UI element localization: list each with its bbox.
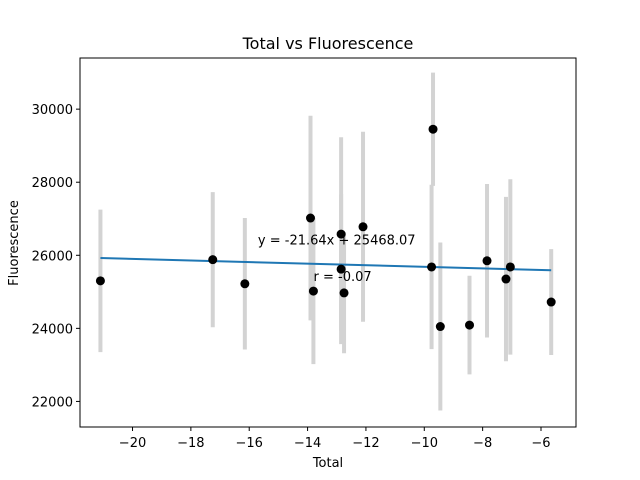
data-point: [501, 274, 511, 284]
data-point: [546, 297, 556, 307]
x-tick-label: −18: [177, 436, 204, 451]
data-point: [482, 256, 492, 266]
y-axis: 22000 24000 26000 28000 30000: [32, 103, 80, 410]
x-tick-label: −6: [531, 436, 550, 451]
data-point: [435, 322, 445, 332]
y-tick-label: 26000: [32, 249, 73, 264]
x-tick-label: −10: [411, 436, 438, 451]
data-point: [465, 320, 475, 330]
x-tick-label: −20: [119, 436, 146, 451]
data-point: [505, 262, 515, 272]
data-point: [358, 222, 368, 232]
data-point: [240, 279, 250, 289]
data-point: [336, 264, 346, 274]
axes-frame: [79, 57, 577, 428]
chart-title: Total vs Fluorescence: [242, 34, 414, 53]
y-tick-label: 28000: [32, 176, 73, 191]
data-point: [208, 255, 218, 265]
x-axis: −20 −18 −16 −14 −12 −10 −8 −6: [119, 427, 551, 451]
data-point: [428, 124, 438, 134]
x-tick-label: −16: [236, 436, 263, 451]
x-tick-label: −14: [294, 436, 321, 451]
y-tick-label: 30000: [32, 103, 73, 118]
x-tick-label: −12: [352, 436, 379, 451]
data-point: [427, 262, 437, 272]
y-axis-label: Fluorescence: [7, 200, 22, 286]
data-point: [95, 276, 105, 286]
data-point: [336, 229, 346, 239]
correlation-label: r = -0.07: [314, 270, 372, 285]
data-point: [305, 213, 315, 223]
x-tick-label: −8: [473, 436, 492, 451]
fit-equation-label: y = -21.64x + 25468.07: [258, 233, 416, 248]
y-tick-label: 24000: [32, 322, 73, 337]
data-point: [308, 286, 318, 296]
data-point: [339, 288, 349, 298]
fit-line: [100, 257, 552, 272]
x-axis-label: Total: [312, 456, 343, 471]
y-tick-label: 22000: [32, 395, 73, 410]
plot-area: [95, 72, 556, 411]
